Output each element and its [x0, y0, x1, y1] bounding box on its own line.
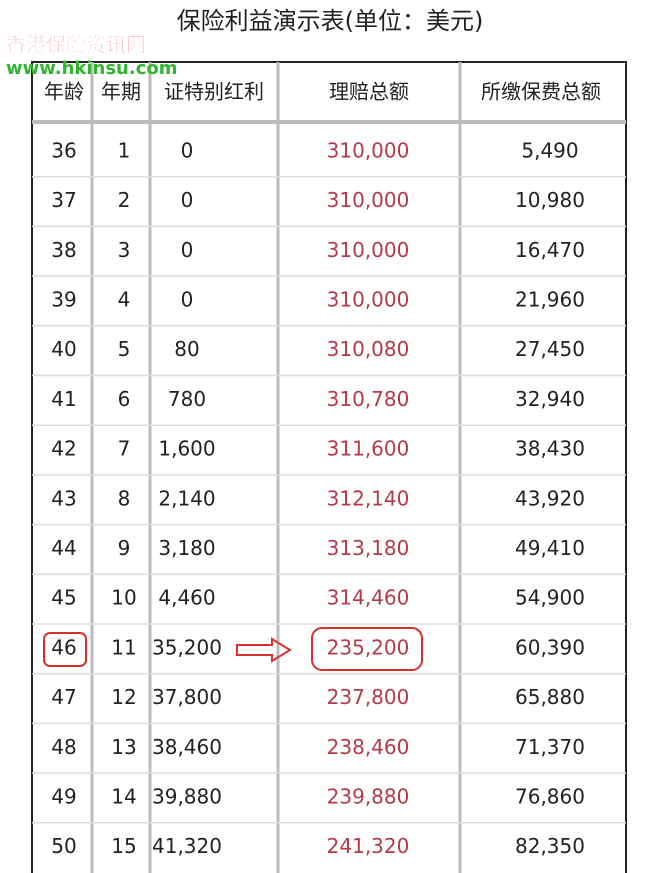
- cell: 48: [51, 735, 76, 759]
- cell: 65,880: [515, 685, 585, 709]
- column-header: 理赔总额: [329, 80, 409, 104]
- column-header: 所缴保费总额: [481, 80, 601, 104]
- cell: 314,460: [327, 586, 410, 610]
- cell: 9: [118, 536, 131, 560]
- row-lines: [32, 175, 626, 824]
- cell: 5: [118, 337, 131, 361]
- cell: 41: [51, 387, 76, 411]
- cell: 310,000: [327, 188, 410, 212]
- cell: 10: [111, 586, 136, 610]
- cell: 313,180: [327, 536, 410, 560]
- cell: 60,390: [515, 635, 585, 659]
- cell: 310,780: [327, 387, 410, 411]
- cell: 38: [51, 238, 76, 262]
- cell: 47: [51, 685, 76, 709]
- cell: 11: [111, 635, 136, 659]
- cell: 14: [111, 784, 136, 808]
- cell: 0: [181, 188, 194, 212]
- cell: 43,920: [515, 486, 585, 510]
- cell: 6: [118, 387, 131, 411]
- cell: 16,470: [515, 238, 585, 262]
- cell: 27,450: [515, 337, 585, 361]
- cell: 35,200: [152, 635, 222, 659]
- cell: 4: [118, 287, 131, 311]
- column-dividers: [90, 62, 462, 873]
- cell: 39,880: [152, 784, 222, 808]
- cell: 3,180: [158, 536, 215, 560]
- cell: 36: [51, 138, 76, 162]
- highlight-box: [43, 632, 87, 667]
- cell: 40: [51, 337, 76, 361]
- cell: 32,940: [515, 387, 585, 411]
- cell: 42: [51, 437, 76, 461]
- cell: 0: [181, 238, 194, 262]
- cell: 1,600: [158, 437, 215, 461]
- cell: 1: [118, 138, 131, 162]
- cell: 0: [181, 138, 194, 162]
- cell: 238,460: [327, 735, 410, 759]
- cell: 311,600: [327, 437, 410, 461]
- cell: 12: [111, 685, 136, 709]
- column-header: 年期: [101, 80, 141, 104]
- table-frame: [31, 61, 627, 873]
- cell: 38,460: [152, 735, 222, 759]
- cell: 80: [174, 337, 199, 361]
- cell: 312,140: [327, 486, 410, 510]
- cell: 7: [118, 437, 131, 461]
- cell: 76,860: [515, 784, 585, 808]
- watermark-url: www.hkinsu.com: [6, 58, 178, 79]
- cell: 82,350: [515, 834, 585, 858]
- watermark: 香港保险资讯网: [6, 33, 146, 57]
- cell: 44: [51, 536, 76, 560]
- cell: 780: [168, 387, 206, 411]
- title: 保险利益演示表(单位：美元): [177, 7, 484, 35]
- cell: 37: [51, 188, 76, 212]
- cell: 38,430: [515, 437, 585, 461]
- column-header: 证特别红利: [164, 80, 264, 104]
- cell: 37,800: [152, 685, 222, 709]
- cell: 49: [51, 784, 76, 808]
- cell: 43: [51, 486, 76, 510]
- cell: 310,000: [327, 138, 410, 162]
- cell: 237,800: [327, 685, 410, 709]
- cell: 15: [111, 834, 136, 858]
- cell: 54,900: [515, 586, 585, 610]
- cell: 39: [51, 287, 76, 311]
- cell: 5,490: [521, 138, 578, 162]
- cell: 310,000: [327, 287, 410, 311]
- cell: 10,980: [515, 188, 585, 212]
- cell: 310,000: [327, 238, 410, 262]
- cell: 50: [51, 834, 76, 858]
- cell: 45: [51, 586, 76, 610]
- cell: 2: [118, 188, 131, 212]
- highlight-box: [311, 627, 423, 671]
- column-header: 年龄: [44, 80, 84, 104]
- cell: 46: [51, 635, 76, 659]
- cell: 41,320: [152, 834, 222, 858]
- cell: 4,460: [158, 586, 215, 610]
- cell: 239,880: [327, 784, 410, 808]
- cell: 241,320: [327, 834, 410, 858]
- cell: 3: [118, 238, 131, 262]
- arrow: [236, 637, 292, 663]
- cell: 0: [181, 287, 194, 311]
- cell: 21,960: [515, 287, 585, 311]
- cell: 49,410: [515, 536, 585, 560]
- cell: 71,370: [515, 735, 585, 759]
- cell: 2,140: [158, 486, 215, 510]
- cell: 13: [111, 735, 136, 759]
- cell: 235,200: [327, 635, 410, 659]
- cell: 310,080: [327, 337, 410, 361]
- cell: 8: [118, 486, 131, 510]
